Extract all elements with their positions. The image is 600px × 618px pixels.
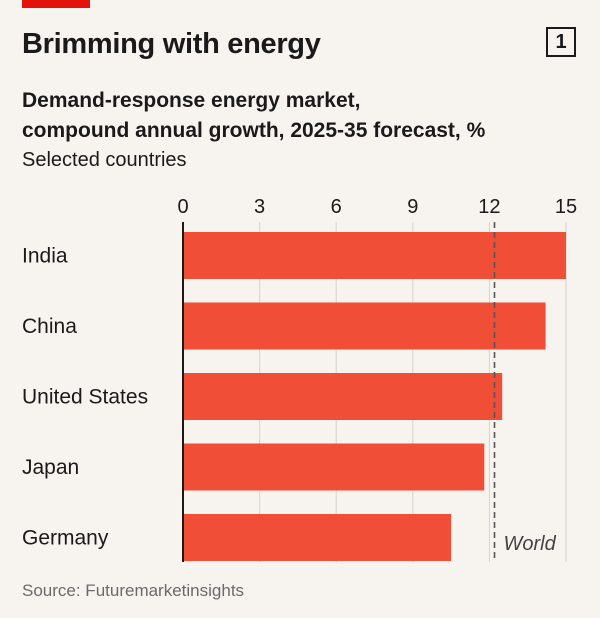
category-label: India <box>22 245 68 268</box>
category-label: Germany <box>22 527 109 550</box>
bar <box>183 232 566 279</box>
category-label: Japan <box>22 456 79 479</box>
x-tick-label: 12 <box>478 196 500 218</box>
world-reference-label: World <box>504 533 557 555</box>
bar <box>183 514 452 561</box>
category-label: United States <box>22 386 148 409</box>
x-tick-label: 3 <box>254 196 265 218</box>
x-tick-label: 0 <box>177 196 188 218</box>
brand-accent-bar <box>22 0 90 8</box>
bar <box>183 302 546 350</box>
source-note: Source: Futuremarketinsights <box>22 581 245 600</box>
figure-number-badge: 1 <box>546 27 576 57</box>
bar <box>183 443 485 491</box>
chart-subtitle: Demand-response energy market, compound … <box>22 86 582 146</box>
x-tick-label: 15 <box>555 196 577 218</box>
bar <box>183 373 503 420</box>
x-tick-label: 6 <box>331 196 342 218</box>
chart-title: Brimming with energy <box>22 28 321 60</box>
subtitle-line-1: Demand-response energy market, <box>22 89 361 112</box>
chart-subtitle-note: Selected countries <box>22 149 187 171</box>
x-tick-label: 9 <box>407 196 418 218</box>
category-label: China <box>22 315 77 338</box>
subtitle-line-2: compound annual growth, 2025-35 forecast… <box>22 119 486 142</box>
